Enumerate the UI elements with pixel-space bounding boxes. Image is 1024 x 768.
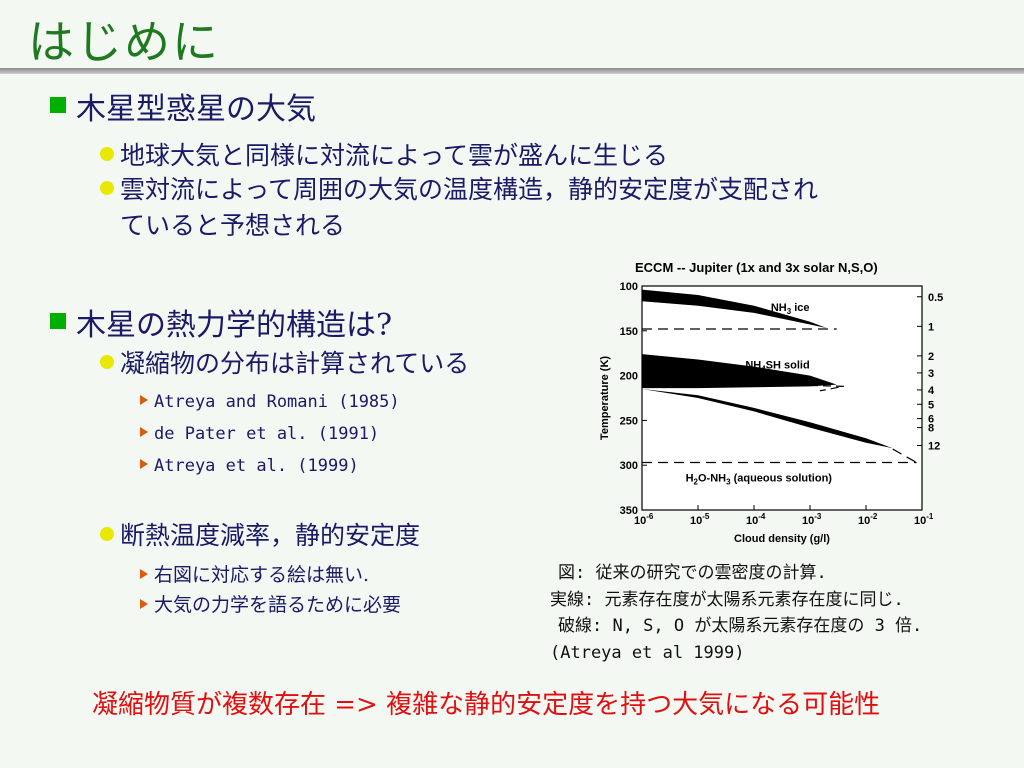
reference-text: Atreya et al. (1999) [154, 456, 359, 476]
series-label: NH4SH solid [745, 359, 809, 373]
note-item: 大気の力学を語るために必要 [140, 590, 401, 617]
caption-line: 破線: N, S, O が太陽系元素存在度の 3 倍. [558, 616, 923, 636]
caption-line: 図: 従来の研究での雲密度の計算. [558, 563, 827, 583]
dashed-boundary-nh4sh [809, 384, 844, 392]
caption-line: (Atreya et al 1999) [550, 642, 745, 663]
x-axis-label: Cloud density (g/l) [734, 533, 830, 545]
bullet-text: 雲対流によって周囲の大気の温度構造，静的安定度が支配され [120, 175, 819, 204]
y-tick-label: 200 [620, 371, 638, 383]
bullet-text: 凝縮物の分布は計算されている [120, 349, 470, 378]
triangle-bullet-icon [140, 427, 148, 437]
dot-bullet-icon [100, 527, 114, 541]
y-tick-label: 100 [620, 281, 638, 293]
x-tick-label: 10-4 [746, 512, 766, 527]
series-label: H2O-NH3 (aqueous solution) [686, 472, 833, 486]
right-axis-tick-label: 1 [928, 321, 934, 333]
cloud-layer-1 [642, 354, 837, 389]
series-label: NH3 ice [771, 302, 810, 316]
section-heading-label: 木星型惑星の大気 [76, 92, 316, 127]
triangle-bullet-icon [140, 569, 148, 579]
right-axis-tick-label: 5 [928, 399, 934, 411]
note-item: 右図に対応する絵は無い. [140, 560, 369, 587]
bullet-cloud-convection-stability: 雲対流によって周囲の大気の温度構造，静的安定度が支配され ていると予想される [100, 172, 818, 244]
bullet-convection-clouds: 地球大気と同様に対流によって雲が盛んに生じる [100, 136, 668, 172]
section-heading-jovian-atmosphere: 木星型惑星の大気 [50, 84, 316, 128]
dot-bullet-icon [100, 355, 114, 369]
right-axis-tick-label: 8 [928, 423, 934, 435]
reference-text: Atreya and Romani (1985) [154, 392, 400, 412]
title-divider [0, 68, 1024, 74]
y-tick-label: 300 [620, 460, 638, 472]
triangle-bullet-icon [140, 599, 148, 609]
bullet-lapse-rate-stability: 断熱温度減率，静的安定度 [100, 516, 420, 552]
caption-line: 実線: 元素存在度が太陽系元素存在度に同じ. [550, 589, 904, 610]
bullet-condensate-distribution: 凝縮物の分布は計算されている [100, 344, 469, 380]
triangle-bullet-icon [140, 459, 148, 469]
section-heading-thermodynamic-structure: 木星の熱力学的構造は? [50, 300, 392, 344]
reference-item: de Pater et al. (1991) [140, 422, 379, 444]
dashed-boundary-h2o [642, 448, 917, 464]
y-tick-label: 150 [620, 326, 638, 338]
figure-caption: 図: 従来の研究での雲密度の計算. 実線: 元素存在度が太陽系元素存在度に同じ.… [550, 560, 922, 666]
section-heading-label: 木星の熱力学的構造は? [76, 308, 393, 343]
x-tick-label: 10-2 [858, 512, 878, 527]
x-tick-label: 10-5 [690, 512, 710, 527]
right-axis-tick-label: 6 [928, 414, 934, 426]
reference-item: Atreya et al. (1999) [140, 454, 359, 476]
x-tick-label: 10-6 [634, 512, 654, 527]
note-text: 大気の力学を語るために必要 [154, 594, 402, 616]
plot-frame [641, 285, 923, 511]
note-text: 右図に対応する絵は無い. [154, 564, 370, 586]
square-bullet-icon [50, 313, 66, 329]
dot-bullet-icon [100, 181, 114, 195]
right-axis-tick-label: 0.5 [928, 292, 943, 304]
y-tick-label: 250 [620, 415, 638, 427]
reference-text: de Pater et al. (1991) [154, 424, 380, 444]
y-axis-label: Temperature (K) [599, 356, 611, 440]
cloud-layer-2 [642, 389, 893, 449]
bullet-text: 地球大気と同様に対流によって雲が盛んに生じる [120, 141, 669, 170]
right-axis-tick-label: 12 [928, 440, 940, 452]
conclusion-text: 凝縮物質が複数存在 => 複雑な静的安定度を持つ大気になる可能性 [92, 690, 881, 720]
y-tick-label: 350 [620, 505, 638, 517]
chart-title: ECCM -- Jupiter (1x and 3x solar N,S,O) [635, 260, 878, 275]
bullet-text: 断熱温度減率，静的安定度 [120, 521, 421, 550]
right-axis-tick-label: 3 [928, 368, 934, 380]
bullet-text-continued: ていると予想される [120, 211, 346, 240]
dot-bullet-icon [100, 147, 114, 161]
right-axis-tick-label: 4 [928, 385, 935, 397]
x-tick-label: 10-1 [914, 512, 934, 527]
cloud-layer-0 [642, 289, 827, 329]
reference-item: Atreya and Romani (1985) [140, 390, 400, 412]
slide-title: はじめに [28, 15, 220, 69]
triangle-bullet-icon [140, 395, 148, 405]
right-axis-tick-label: 2 [928, 351, 934, 363]
square-bullet-icon [50, 97, 66, 113]
x-tick-label: 10-3 [802, 512, 822, 527]
cloud-density-figure: ECCM -- Jupiter (1x and 3x solar N,S,O) … [590, 260, 952, 550]
